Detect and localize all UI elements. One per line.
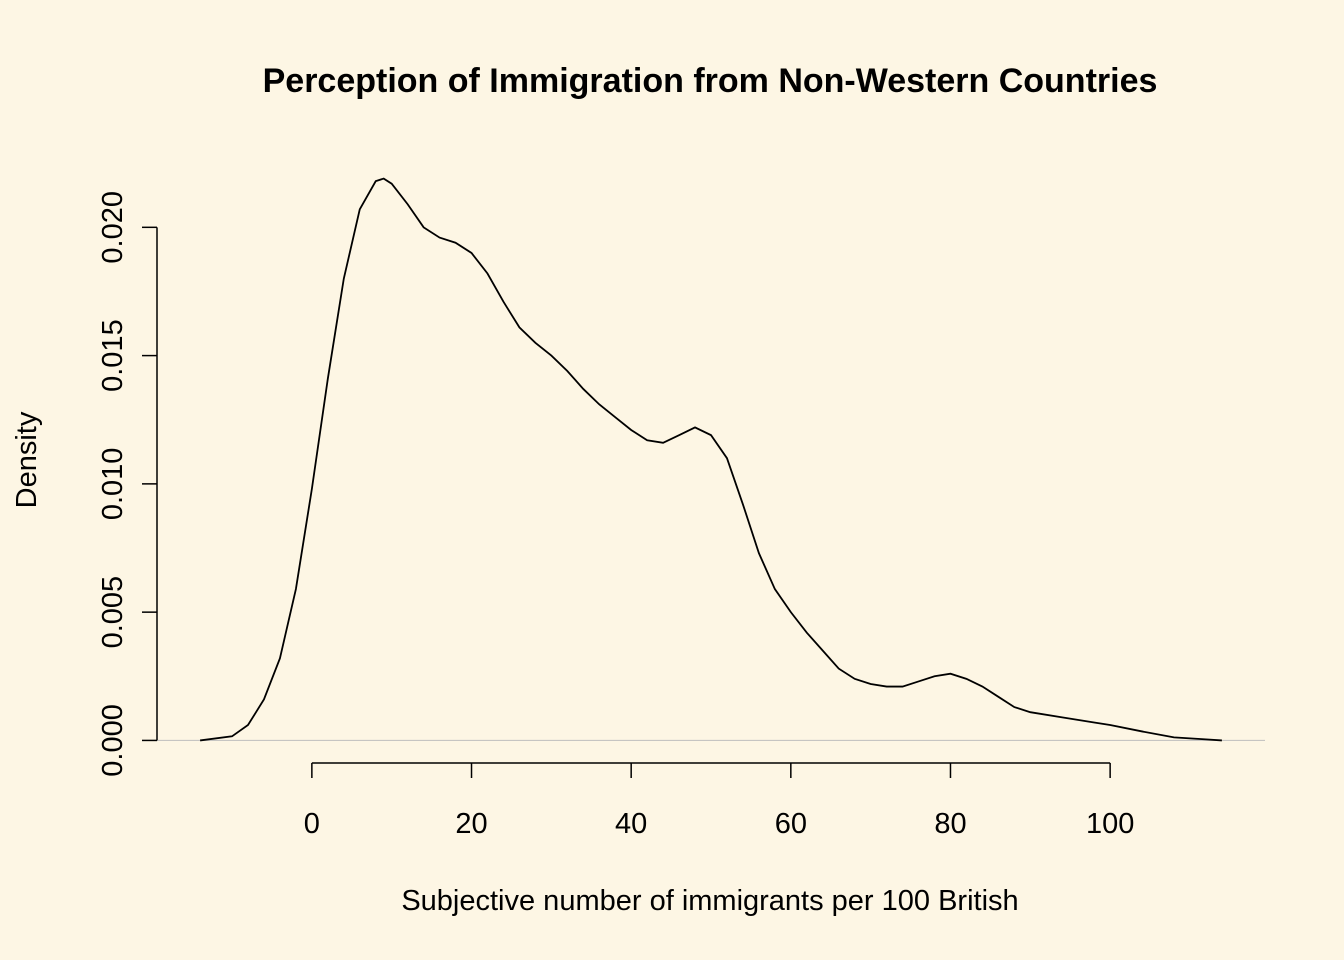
y-tick-label: 0.010 [97,448,129,521]
x-tick-label: 40 [615,808,647,840]
y-tick-label: 0.005 [97,576,129,649]
x-tick-label: 60 [775,808,807,840]
x-tick-label: 100 [1086,808,1134,840]
x-tick-label: 20 [455,808,487,840]
x-tick-label: 80 [934,808,966,840]
y-tick-label: 0.015 [97,319,129,392]
y-tick-label: 0.020 [97,191,129,264]
y-axis-label: Density [11,411,43,508]
y-tick-label: 0.000 [97,704,129,777]
x-axis-label: Subjective number of immigrants per 100 … [401,885,1018,917]
density-line [199,177,1222,742]
x-tick-label: 0 [304,808,320,840]
chart-title: Perception of Immigration from Non-Weste… [263,62,1158,100]
